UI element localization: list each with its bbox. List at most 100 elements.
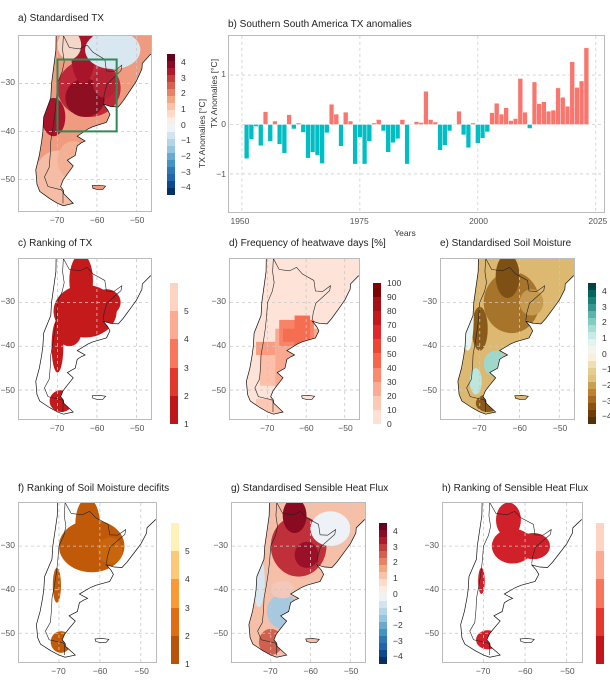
colorbar-label: 70 xyxy=(387,320,397,331)
bar-2005 xyxy=(498,113,504,125)
lat-tick-label: −40 xyxy=(213,583,228,594)
bar-2023 xyxy=(583,47,589,125)
colorbar-segment xyxy=(167,89,175,97)
colorbar-segment xyxy=(588,304,596,312)
bar-2021 xyxy=(574,87,580,125)
bar-2008 xyxy=(513,118,519,125)
map-f xyxy=(18,502,157,663)
colorbar-label: 5 xyxy=(184,306,189,317)
coastline xyxy=(36,36,151,206)
anomaly-field xyxy=(294,315,311,351)
y-axis-label: TX Anomalies [°C] xyxy=(209,58,219,128)
colorbar-label: 4 xyxy=(393,525,398,536)
anomaly-field xyxy=(495,259,520,299)
colorbar-segment xyxy=(379,565,387,573)
bar-2002 xyxy=(484,124,490,133)
colorbar-segment xyxy=(588,388,596,396)
colorbar-segment xyxy=(588,353,596,361)
bar-1977 xyxy=(366,124,372,142)
anomaly-field xyxy=(478,567,485,595)
colorbar-label: 1 xyxy=(185,659,190,669)
bar-1992 xyxy=(437,124,443,151)
colorbar-label: 4 xyxy=(602,285,607,296)
bar-1951 xyxy=(244,124,250,159)
colorbar-segment xyxy=(167,187,175,195)
colorbar-segment xyxy=(379,635,387,643)
colorbar-segment xyxy=(167,166,175,174)
country-border xyxy=(44,259,64,412)
bar-1971 xyxy=(338,124,344,147)
colorbar-segment xyxy=(379,621,387,629)
colorbar-segment xyxy=(171,579,179,608)
lon-tick-label: −60 xyxy=(89,423,105,433)
colorbar-label: 100 xyxy=(387,278,402,288)
colorbar-segment xyxy=(379,558,387,566)
bar-1970 xyxy=(333,113,339,125)
bar-1996 xyxy=(456,110,462,125)
lon-tick-label: −50 xyxy=(134,666,149,676)
colorbar-label: −3 xyxy=(602,395,610,406)
lon-tick-label: −60 xyxy=(92,666,108,676)
anomaly-field xyxy=(41,97,66,137)
colorbar-segment xyxy=(373,395,381,410)
colorbar-label: 4 xyxy=(185,574,190,585)
bar-1975 xyxy=(357,124,363,138)
colorbar-segment xyxy=(379,642,387,650)
falkland-islands xyxy=(302,395,315,399)
bar-2003 xyxy=(489,112,495,125)
colorbar-segment xyxy=(588,346,596,354)
colorbar-label: 1 xyxy=(602,332,607,343)
lat-tick-label: −40 xyxy=(0,583,15,594)
colorbar-segment xyxy=(588,290,596,298)
colorbar-label: 3 xyxy=(181,72,186,83)
lon-tick-label: −70 xyxy=(51,666,66,676)
colorbar-segment xyxy=(167,145,175,153)
map-svg xyxy=(19,503,156,662)
lon-tick-label: −60 xyxy=(303,666,318,676)
bar-1976 xyxy=(362,124,368,165)
country-border xyxy=(467,259,487,412)
colorbar-c: 5 4 3 2 1 xyxy=(170,283,189,429)
colorbar-segment xyxy=(171,635,179,664)
colorbar-segment xyxy=(373,409,381,424)
lon-tick-label: −50 xyxy=(343,666,359,676)
lat-tick-label: −50 xyxy=(211,384,226,395)
colorbar-segment xyxy=(167,152,175,160)
panel-title-e: e) Standardised Soil Moisture xyxy=(440,238,572,249)
colorbar-segment xyxy=(171,523,179,552)
colorbar-label: −4 xyxy=(393,651,403,662)
colorbar-segment xyxy=(379,537,387,545)
colorbar-segment xyxy=(379,579,387,587)
lon-tick-label: −60 xyxy=(512,423,527,433)
map-svg xyxy=(230,259,359,419)
colorbar-label: 2 xyxy=(181,88,186,99)
colorbar-segment xyxy=(596,607,604,636)
bar-2001 xyxy=(480,124,486,139)
bar-1965 xyxy=(310,124,316,153)
bar-1978 xyxy=(371,122,377,125)
panel-title-h: h) Ranking of Sensible Heat Flux xyxy=(442,483,589,494)
colorbar-label: 3 xyxy=(184,362,189,373)
bar-1980 xyxy=(380,124,387,132)
country-border xyxy=(87,45,122,103)
bar-1963 xyxy=(300,124,306,133)
lat-tick-label: −30 xyxy=(211,295,226,306)
coastline xyxy=(36,503,156,657)
colorbar-d: 100 90 80 70 60 50 40 30 20 10 0 xyxy=(373,278,401,429)
bar-1962 xyxy=(295,122,302,125)
x-tick-label: 2000 xyxy=(469,216,488,226)
lon-tick-label: −70 xyxy=(49,423,65,433)
bar-2010 xyxy=(522,111,528,125)
lon-tick-label: −50 xyxy=(129,215,145,225)
lat-tick-label: −40 xyxy=(424,583,439,594)
colorbar-segment xyxy=(588,311,596,319)
colorbar-f: 5 4 3 2 1 xyxy=(171,523,190,669)
anomaly-field xyxy=(469,368,482,395)
bar-1964 xyxy=(305,124,311,159)
bar-2006 xyxy=(503,107,509,125)
map-g xyxy=(231,502,366,663)
bar-2007 xyxy=(508,120,514,125)
panel-title-a: a) Standardised TX xyxy=(18,13,104,24)
bar-1997 xyxy=(461,124,467,136)
